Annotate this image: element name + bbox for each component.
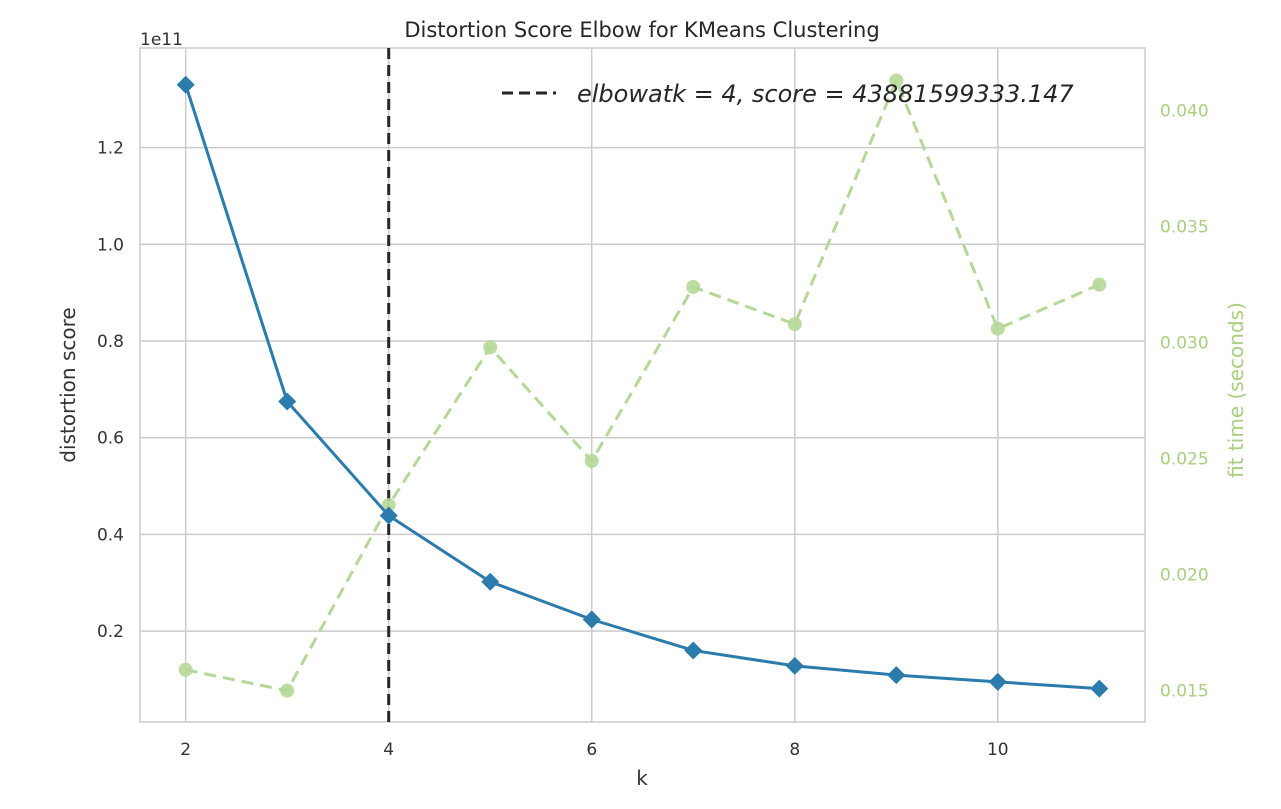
- distortion-line: [184, 84, 1100, 691]
- x-tick-label: 2: [180, 740, 191, 760]
- y2-tick-label: 0.020: [1160, 566, 1209, 586]
- y-axis-label: distortion score: [56, 307, 80, 462]
- fit-time-point: [483, 340, 498, 355]
- x-tick-label: 10: [987, 740, 1009, 760]
- y2-tick-label: 0.035: [1160, 218, 1209, 238]
- y2-tick-label: 0.025: [1160, 450, 1209, 470]
- fit-time-point: [178, 662, 193, 677]
- y-tick-label: 0.4: [97, 525, 124, 545]
- fit-time-point: [1092, 277, 1107, 292]
- fit-time-point: [381, 498, 396, 513]
- x-tick-label: 4: [383, 740, 394, 760]
- y-axis-offset-label: 1e11: [140, 30, 183, 50]
- distortion-point: [785, 656, 804, 675]
- x-axis-label: k: [636, 766, 648, 790]
- y2-tick-label: 0.030: [1160, 334, 1209, 354]
- legend: elbowatk = 4, score = 43881599333.147: [502, 80, 1074, 108]
- distortion-point: [684, 641, 703, 660]
- plot-area: [139, 47, 1146, 723]
- y-tick-label: 1.0: [97, 235, 124, 255]
- distortion-point: [481, 572, 500, 591]
- fit-time-point: [990, 321, 1005, 336]
- tick-labels: 2 4 6 8 10 0.2 0.4 0.6 0.8 1.0 1.2 0.015 0.020 0.025 0…: [97, 102, 1209, 760]
- distortion-series: [176, 75, 1109, 698]
- fit-time-point: [280, 683, 295, 698]
- distortion-point: [887, 666, 906, 685]
- fit-time-point: [686, 279, 701, 294]
- distortion-point: [176, 75, 195, 94]
- distortion-point: [988, 672, 1007, 691]
- distortion-point: [278, 392, 297, 411]
- x-tick-label: 8: [789, 740, 800, 760]
- legend-label: elbowatk = 4, score = 43881599333.147: [577, 80, 1074, 108]
- fit-time-point: [787, 317, 802, 332]
- y2-tick-label: 0.040: [1160, 102, 1209, 122]
- distortion-point: [1090, 679, 1109, 698]
- y-tick-label: 0.8: [97, 332, 124, 352]
- fit-time-point: [889, 73, 904, 88]
- fit-time-series: [178, 73, 1107, 698]
- distortion-point: [379, 506, 398, 525]
- y-tick-label: 1.2: [97, 139, 124, 159]
- chart-title: Distortion Score Elbow for KMeans Cluste…: [404, 18, 879, 42]
- x-tick-label: 6: [586, 740, 597, 760]
- distortion-point: [582, 610, 601, 629]
- fit-time-point: [584, 453, 599, 468]
- y-tick-label: 0.2: [97, 622, 124, 642]
- y-tick-label: 0.6: [97, 429, 124, 449]
- fit-time-line: [185, 76, 1100, 693]
- y2-axis-label: fit time (seconds): [1224, 302, 1248, 478]
- y2-tick-label: 0.015: [1160, 682, 1209, 702]
